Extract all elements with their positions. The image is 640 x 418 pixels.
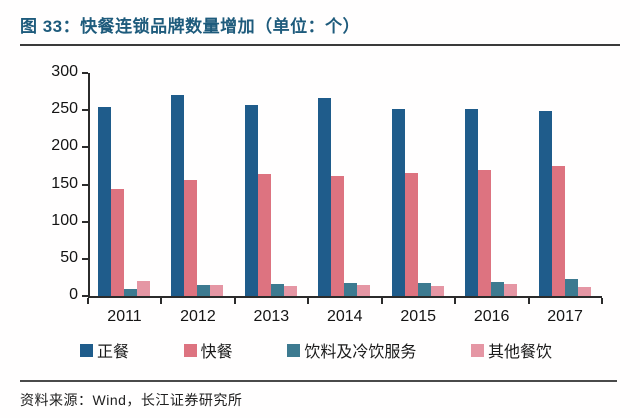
legend-swatch-icon: [287, 343, 301, 357]
bar-其他餐饮-2014: [357, 284, 371, 296]
x-axis-tick: [233, 298, 236, 304]
y-axis-tick: [82, 109, 88, 112]
chart-legend: 正餐 快餐 饮料及冷饮服务 其他餐饮: [80, 338, 552, 362]
legend-swatch-icon: [183, 343, 197, 357]
footer-divider: [20, 380, 617, 382]
y-axis-tick-label: 200: [51, 137, 78, 155]
title-divider: [20, 44, 620, 46]
y-axis-tick: [82, 183, 88, 186]
x-axis-tick: [454, 298, 457, 304]
bar-正餐-2012: [171, 95, 185, 296]
bar-饮料及冷饮服务-2014: [344, 282, 358, 296]
bar-正餐-2011: [98, 107, 111, 296]
legend-label: 正餐: [97, 344, 130, 361]
x-axis-category-label: 2017: [547, 308, 583, 325]
bar-饮料及冷饮服务-2015: [417, 283, 431, 296]
y-axis-tick-label: 0: [69, 286, 78, 303]
bar-其他餐饮-2013: [283, 285, 297, 296]
y-axis-tick-label: 100: [51, 211, 78, 229]
x-axis-tick: [160, 298, 163, 304]
legend-swatch-icon: [80, 343, 93, 357]
x-axis-line: [88, 296, 602, 298]
x-axis-category-label: 2015: [400, 308, 436, 325]
bar-其他餐饮-2012: [210, 284, 224, 296]
bar-饮料及冷饮服务-2013: [270, 284, 284, 296]
bar-饮料及冷饮服务-2016: [491, 281, 505, 296]
x-axis-tick: [601, 298, 603, 304]
bar-其他餐饮-2011: [137, 281, 150, 296]
y-axis-tick-label: 300: [51, 63, 78, 80]
bar-快餐-2016: [478, 170, 492, 296]
figure-title: 图 33：快餐连锁品牌数量增加（单位：个）: [20, 17, 361, 36]
x-axis-tick: [380, 298, 383, 304]
y-axis-tick-label: 150: [51, 174, 78, 192]
x-axis-category-label: 2014: [326, 308, 363, 325]
bar-饮料及冷饮服务-2011: [124, 288, 137, 296]
legend-item-饮料及冷饮服务: 饮料及冷饮服务: [287, 338, 416, 362]
bar-正餐-2013: [244, 104, 258, 296]
x-axis-tick: [307, 298, 310, 304]
bar-正餐-2017: [538, 110, 552, 296]
x-axis-category-label: 2016: [473, 308, 510, 325]
y-axis-tick: [82, 72, 88, 74]
x-axis-category-label: 2011: [107, 308, 142, 325]
source-note: 资料来源：Wind，长江证券研究所: [20, 392, 243, 408]
bar-正餐-2014: [318, 97, 332, 296]
y-axis-tick: [82, 146, 88, 149]
bar-快餐-2013: [257, 174, 271, 296]
legend-label: 快餐: [200, 344, 233, 361]
legend-item-其他餐饮: 其他餐饮: [470, 338, 552, 362]
bar-快餐-2012: [184, 180, 198, 296]
y-axis-tick-label: 250: [51, 100, 78, 118]
legend-item-快餐: 快餐: [183, 338, 233, 362]
x-axis-category-label: 2012: [180, 308, 216, 325]
legend-swatch-icon: [470, 343, 484, 357]
bar-饮料及冷饮服务-2017: [564, 278, 578, 296]
bar-其他餐饮-2017: [577, 287, 591, 296]
bar-快餐-2014: [331, 176, 345, 296]
legend-label: 饮料及冷饮服务: [304, 344, 417, 361]
x-axis-tick: [87, 298, 89, 304]
legend-label: 其他餐饮: [487, 344, 552, 361]
y-axis-tick: [82, 295, 88, 297]
x-axis-tick: [527, 298, 530, 304]
bar-正餐-2015: [391, 108, 405, 296]
y-axis-tick: [82, 257, 88, 260]
y-axis-tick: [82, 220, 88, 223]
legend-item-正餐: 正餐: [80, 338, 129, 362]
bar-快餐-2015: [404, 172, 418, 296]
y-axis-line: [88, 73, 90, 298]
x-axis-category-label: 2013: [253, 308, 290, 325]
bar-正餐-2016: [465, 109, 479, 296]
y-axis-tick-label: 50: [60, 248, 78, 266]
bar-饮料及冷饮服务-2012: [197, 284, 211, 296]
bar-快餐-2011: [111, 188, 124, 296]
bar-快餐-2017: [551, 165, 565, 296]
bar-其他餐饮-2016: [504, 284, 518, 296]
bar-其他餐饮-2015: [430, 285, 444, 296]
